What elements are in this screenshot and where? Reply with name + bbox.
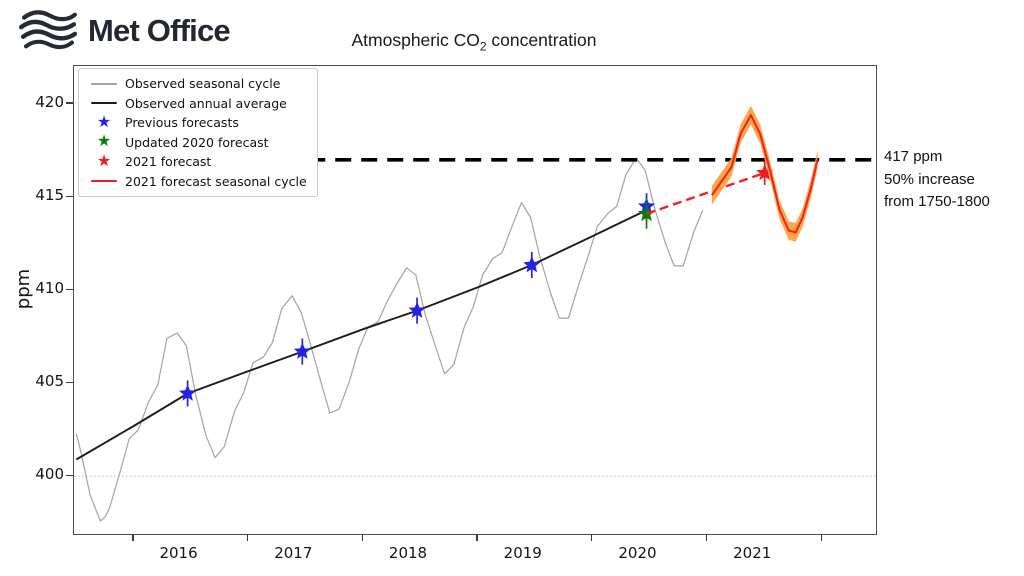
- x-tick-mark: [705, 534, 708, 541]
- x-tick-label: 2018: [388, 544, 428, 562]
- legend-item: ★ Previous forecasts: [87, 113, 307, 133]
- y-tick-mark: [66, 381, 73, 384]
- y-tick-label: 420: [35, 92, 64, 111]
- legend-line-icon: [87, 102, 121, 105]
- previous-forecasts-star-marker: [293, 342, 311, 359]
- y-tick-mark: [66, 195, 73, 197]
- met-office-logo: Met Office: [18, 8, 231, 54]
- 2021-forecast-star-marker: [756, 163, 774, 181]
- previous-forecasts-star-marker: [523, 256, 541, 273]
- plot-canvas: [74, 105, 876, 522]
- annotation-line-1: 417 ppm: [884, 148, 943, 165]
- legend-item: Observed seasonal cycle: [87, 74, 307, 94]
- previous-forecasts-star-marker: [179, 384, 197, 401]
- chart-title: Atmospheric CO2 concentration: [351, 30, 597, 54]
- x-tick-mark: [591, 534, 593, 541]
- x-tick-mark: [361, 534, 364, 541]
- annotation-line-3: from 1750-1800: [884, 193, 990, 210]
- legend-star-icon: ★: [87, 134, 121, 150]
- star-icon: ★: [96, 152, 112, 170]
- legend-line-icon: [87, 83, 121, 85]
- y-tick-label: 400: [35, 465, 64, 484]
- x-tick-mark: [820, 534, 822, 541]
- logo-wordmark: Met Office: [88, 13, 231, 48]
- legend-line-sample: [91, 102, 117, 105]
- legend-item-label: Updated 2020 forecast: [125, 134, 269, 150]
- x-tick-mark: [132, 534, 134, 541]
- legend: Observed seasonal cycle Observed annual a…: [78, 68, 318, 197]
- legend-item: 2021 forecast seasonal cycle: [87, 172, 307, 192]
- x-tick-mark: [246, 534, 249, 541]
- observed-seasonal-cycle-line: [75, 157, 704, 522]
- threshold-annotation: 417 ppm 50% increase from 1750-1800: [884, 146, 990, 214]
- legend-item: ★ 2021 forecast: [87, 152, 307, 172]
- annotation-line-2: 50% increase: [884, 170, 975, 188]
- x-tick-label: 2019: [503, 544, 542, 562]
- x-tick-label: 2020: [618, 544, 657, 562]
- 2021-forecast-seasonal-cycle-line: [711, 114, 819, 234]
- legend-line-sample: [91, 83, 117, 85]
- legend-star-icon: ★: [87, 152, 121, 170]
- y-tick-label: 415: [35, 186, 64, 205]
- x-tick-mark: [476, 534, 478, 541]
- legend-item-label: Observed seasonal cycle: [125, 76, 281, 92]
- legend-star-icon: ★: [87, 113, 121, 131]
- plot-area: [73, 65, 877, 535]
- x-tick-label: 2016: [159, 544, 198, 562]
- y-tick-mark: [66, 288, 73, 291]
- legend-item: Observed annual average: [87, 94, 307, 114]
- y-tick-mark: [66, 102, 73, 104]
- x-tick-label: 2017: [274, 544, 313, 562]
- forecast-trend-dashed-line: [646, 171, 766, 215]
- x-tick-label: 2021: [733, 544, 772, 562]
- legend-item-label: 2021 forecast seasonal cycle: [125, 173, 307, 189]
- legend-item-label: Previous forecasts: [125, 115, 239, 131]
- legend-item-label: 2021 forecast: [125, 154, 212, 170]
- y-tick-label: 405: [35, 372, 64, 391]
- star-icon: ★: [96, 133, 112, 151]
- legend-line-sample: [91, 180, 117, 183]
- star-icon: ★: [96, 113, 112, 131]
- observed-annual-average-line: [75, 209, 647, 461]
- met-office-waves-icon: [19, 10, 78, 50]
- previous-forecasts-star-marker: [408, 301, 426, 318]
- y-tick-mark: [66, 474, 73, 477]
- legend-item: ★ Updated 2020 forecast: [87, 133, 307, 153]
- legend-line-icon: [87, 180, 121, 183]
- y-tick-label: 410: [35, 279, 64, 298]
- legend-item-label: Observed annual average: [125, 95, 287, 111]
